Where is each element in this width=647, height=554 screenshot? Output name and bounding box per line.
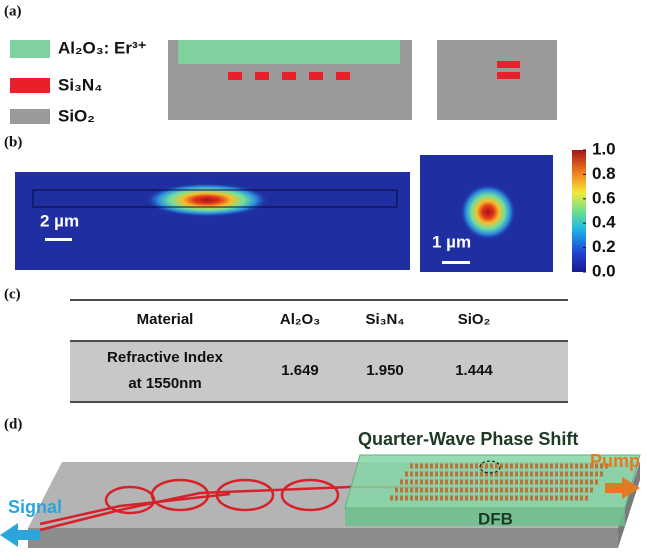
panel-label: (b) [4, 134, 22, 150]
annotation: Signal [8, 497, 62, 517]
annotation: Quarter-Wave Phase Shift [358, 429, 578, 449]
colorbar-tick-label: 0.4 [592, 213, 616, 232]
scale-bar [442, 261, 470, 264]
panel-label: (d) [4, 416, 22, 432]
legend-label: SiO₂ [58, 106, 95, 125]
table-cell: 1.649 [281, 362, 319, 379]
table-header: SiO₂ [458, 311, 491, 328]
table-cell: 1.444 [455, 362, 493, 379]
swatch [10, 40, 50, 58]
swatch [10, 78, 50, 93]
colorbar-tick-label: 0.8 [592, 164, 616, 183]
colorbar-tick-label: 0.6 [592, 188, 616, 207]
table-cell: 1.950 [366, 362, 404, 379]
colorbar-ticks: 0.0 0.2 0.4 0.6 0.8 1.0 [583, 139, 616, 280]
legend-label: Al₂O₃: Er³⁺ [58, 38, 147, 57]
colorbar [572, 150, 586, 272]
scale-bar [45, 238, 72, 241]
cross-section [437, 40, 557, 120]
table-header: Si₃N₄ [365, 311, 404, 328]
panel-label: (a) [4, 3, 22, 19]
gain-layer [178, 40, 400, 64]
legend-label: Si₃N₄ [58, 75, 102, 94]
figure: (a) Al₂O₃: Er³⁺ Si₃N₄ SiO₂ (b) 2 µm 1 µm… [0, 0, 647, 554]
annotation: Pump [590, 451, 640, 471]
table-header: Material [137, 311, 194, 328]
scale-label: 2 µm [40, 211, 79, 230]
waveguide [497, 61, 520, 68]
panel-label: (c) [4, 286, 21, 302]
scale-label: 1 µm [432, 232, 471, 251]
chip-side [28, 528, 618, 548]
swatch [10, 109, 50, 124]
waveguide [497, 72, 520, 79]
mode-profile [145, 183, 269, 217]
table-cell: Refractive Index [107, 349, 224, 366]
table-header: Al₂O₃ [280, 311, 320, 328]
colorbar-tick-label: 1.0 [592, 139, 616, 158]
table-cell: at 1550nm [128, 375, 201, 392]
colorbar-tick-label: 0.0 [592, 261, 616, 280]
annotation: DFB [478, 509, 513, 528]
colorbar-tick-label: 0.2 [592, 237, 616, 256]
